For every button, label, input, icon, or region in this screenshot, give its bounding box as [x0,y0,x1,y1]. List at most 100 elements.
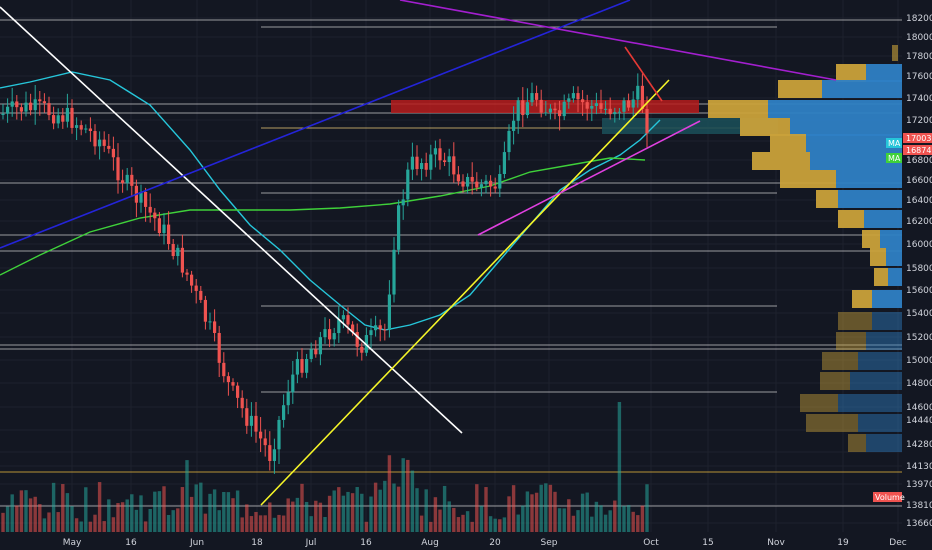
time-axis-label: Sep [541,538,558,548]
candle-body [15,101,19,108]
volume-bar [640,505,645,532]
trend-lines[interactable] [0,0,837,506]
volume-bar [429,521,433,532]
candle-body [355,332,359,347]
blue-trend-line[interactable] [0,0,631,249]
candle-body [6,106,10,114]
volume-profile-buy [838,312,872,330]
volume-bar [245,504,249,532]
volume-bar [272,517,277,532]
volume-profile-buy [816,190,838,208]
volume-profile-sell [850,372,902,390]
candle-body [185,272,189,275]
white-downtrend-line[interactable] [0,6,463,434]
candle-body [493,186,497,189]
volume-bar [47,512,51,532]
candle-body [84,128,88,130]
volume-bar [341,495,346,532]
candle-body [631,99,635,108]
price-axis-label: 17800 [906,52,932,62]
price-axis-label: 14440 [906,416,932,426]
price-axis-label: 16000 [906,240,932,250]
candle-body [130,174,134,186]
volume-bar [143,521,148,532]
candle-body [263,438,267,446]
volume-bar [534,492,539,532]
volume-bar [369,496,373,532]
volume-bar [631,511,635,532]
candle-body [24,102,28,112]
volume-bar [1,512,5,532]
price-axis-label: 16800 [906,156,932,166]
candle-body [378,325,382,330]
candle-body [585,102,589,109]
candle-body [484,180,488,185]
time-axis-label: Aug [421,538,439,548]
candle-body [162,224,166,234]
candle-body [539,99,543,113]
ma-fast-tag-text: MA [888,139,901,148]
volume-bar [166,514,171,532]
candle-body [507,130,511,153]
time-axis-label: Oct [643,538,659,548]
volume-profile-buy [780,170,836,188]
candle-body [245,408,249,426]
volume-profile-sell [836,170,902,188]
time-axis-label: Dec [889,538,906,548]
candle-body [332,333,336,340]
volume-profile-sell [858,352,902,370]
volume-bar [28,498,33,532]
candle-body [498,174,502,189]
candle-body [594,103,598,106]
volume-bar [603,514,608,532]
volume-profile-buy [848,434,866,452]
candle-body [125,174,129,184]
candle-body [144,191,148,207]
candle-body [433,148,437,155]
purple-resistance-line[interactable] [399,0,837,81]
candle-body [121,180,125,184]
volume-profile-buy [862,230,880,248]
volume-bar [608,510,612,532]
volume-bar [410,470,415,532]
volume-profile-buy [836,332,866,350]
volume-bar [56,512,60,532]
volume-profile-sell [886,248,902,266]
candle-body [305,358,309,373]
candle-body [438,148,442,161]
candle-body [622,100,626,112]
candle-body [521,100,525,116]
volume-bar [553,491,557,532]
candle-body [525,102,529,116]
candle-body [420,163,424,170]
candle-body [153,212,157,219]
candle-body [102,139,106,146]
volume-bar [107,499,111,532]
candle-body [222,362,226,377]
candle-body [640,85,644,110]
volume-bar [226,492,231,532]
volume-bar [189,496,194,532]
volume-bar [470,521,474,532]
volume-profile-buy [870,248,886,266]
yellow-uptrend-line[interactable] [260,79,670,506]
volume-profile-buy [838,210,864,228]
volume-bar [507,496,511,532]
candle-body [231,382,235,386]
volume-bar [97,482,102,532]
candle-body [341,315,345,320]
candle-body [236,385,240,398]
volume-bar [378,489,382,532]
candle-body [636,85,640,100]
price-axis-label: 17600 [906,72,932,82]
time-axis-label: 16 [360,538,372,548]
price-axis-label: 14130 [906,462,932,472]
magenta-trend-line[interactable] [477,120,701,236]
volume-bar [332,490,336,532]
red-trend-line[interactable] [624,46,663,102]
volume-bar [318,502,323,532]
time-axis-label: Nov [767,538,785,548]
candle-body [576,93,580,100]
